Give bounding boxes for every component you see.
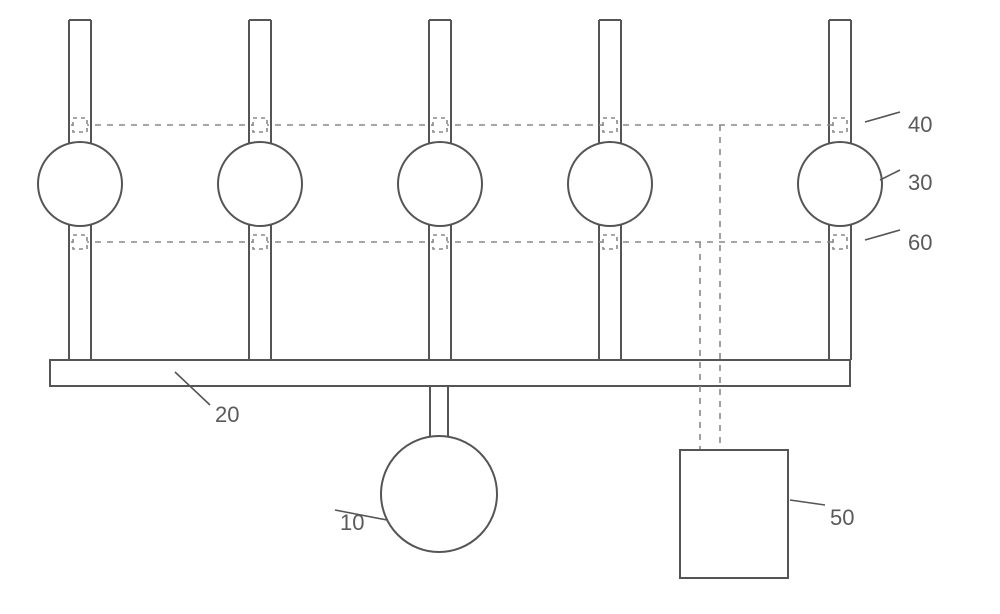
callout-label-sixty: 60 [908, 230, 932, 256]
callout-label-ten: 10 [340, 510, 364, 536]
callout-label-forty: 40 [908, 112, 932, 138]
callout-label-twenty: 20 [215, 402, 239, 428]
callout-label-thirty: 30 [908, 170, 932, 196]
callout-label-fifty: 50 [830, 505, 854, 531]
